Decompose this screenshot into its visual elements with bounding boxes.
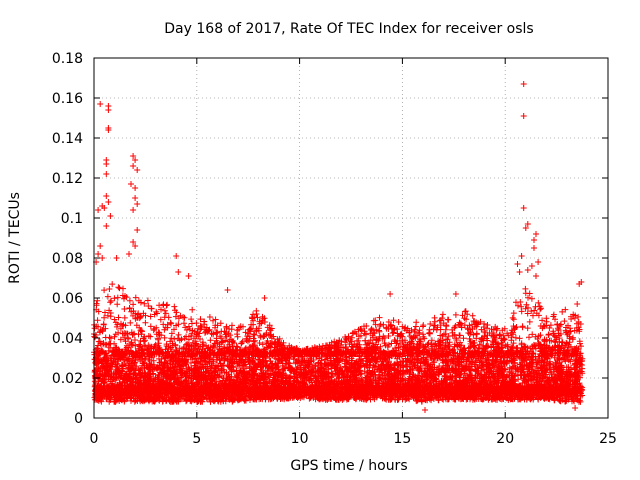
data-point <box>132 342 139 349</box>
data-point <box>561 318 568 325</box>
data-point <box>204 345 211 352</box>
data-point <box>459 312 466 319</box>
data-point <box>180 314 187 320</box>
data-point <box>469 312 476 319</box>
data-point <box>121 306 128 312</box>
data-point <box>168 335 175 342</box>
data-point <box>433 326 440 333</box>
data-point <box>157 316 164 323</box>
data-point <box>391 337 398 343</box>
data-point <box>473 331 480 338</box>
data-point <box>390 317 397 324</box>
data-point <box>102 309 108 316</box>
data-point <box>444 316 451 323</box>
data-point <box>530 312 536 319</box>
data-point <box>539 317 546 324</box>
data-point <box>412 323 419 330</box>
data-point <box>210 317 216 324</box>
data-point <box>127 319 134 326</box>
data-point <box>533 310 540 317</box>
data-point <box>162 310 169 317</box>
data-point <box>526 334 532 341</box>
data-point <box>100 326 106 333</box>
data-point <box>114 301 121 308</box>
data-point <box>126 305 133 311</box>
data-point <box>155 336 161 343</box>
data-point <box>510 310 517 317</box>
data-point <box>108 297 115 304</box>
data-point <box>132 337 138 343</box>
data-point <box>508 334 515 341</box>
data-point <box>171 336 178 342</box>
data-point <box>368 325 375 332</box>
data-point <box>488 326 495 333</box>
data-point <box>524 310 531 317</box>
data-point <box>460 335 467 342</box>
data-point <box>94 297 101 304</box>
data-point <box>189 320 195 327</box>
data-point <box>104 312 111 319</box>
data-point <box>142 337 149 344</box>
data-point <box>240 323 246 330</box>
data-points <box>91 81 586 413</box>
data-point <box>174 335 181 342</box>
data-point <box>473 335 480 342</box>
data-point <box>380 321 387 328</box>
data-point <box>251 332 258 338</box>
data-point <box>115 314 122 321</box>
data-point <box>373 326 380 333</box>
data-point <box>533 361 540 368</box>
data-point <box>552 339 559 346</box>
data-point <box>142 319 149 326</box>
data-point <box>234 333 241 340</box>
data-point <box>132 294 139 301</box>
data-point <box>363 331 369 338</box>
data-point <box>508 327 515 334</box>
data-point <box>181 314 188 321</box>
data-point <box>109 281 116 288</box>
